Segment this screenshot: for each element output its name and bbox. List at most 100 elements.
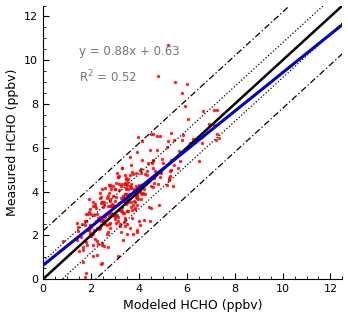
Point: [101, 219, 107, 224]
Point: [157, 174, 163, 179]
Point: [98, 200, 104, 205]
Point: [107, 204, 113, 209]
Point: [151, 132, 156, 137]
Point: [142, 191, 148, 197]
Point: [128, 204, 134, 210]
Point: [127, 225, 133, 230]
Point: [126, 193, 132, 198]
Point: [147, 148, 153, 153]
Point: [98, 194, 103, 199]
Point: [176, 149, 182, 154]
Point: [151, 175, 157, 180]
Point: [133, 189, 139, 194]
Point: [135, 229, 140, 234]
Point: [84, 218, 89, 223]
Point: [145, 160, 151, 165]
Point: [96, 227, 102, 232]
Point: [119, 166, 125, 171]
Point: [107, 226, 113, 231]
Point: [181, 133, 186, 138]
Point: [114, 170, 120, 175]
Point: [124, 179, 129, 184]
Point: [105, 244, 110, 249]
Point: [110, 212, 116, 217]
Point: [150, 158, 156, 163]
Point: [139, 190, 144, 195]
Text: R$^2$ = 0.52: R$^2$ = 0.52: [79, 68, 137, 85]
Y-axis label: Measured HCHO (ppbv): Measured HCHO (ppbv): [6, 69, 18, 216]
Point: [149, 205, 154, 210]
Point: [119, 207, 124, 212]
Point: [110, 203, 116, 208]
Point: [132, 207, 138, 212]
Point: [86, 227, 92, 232]
Point: [146, 204, 152, 210]
Point: [134, 193, 139, 198]
Point: [104, 223, 110, 228]
Point: [83, 270, 88, 275]
Point: [97, 225, 102, 231]
Point: [91, 228, 97, 233]
Point: [87, 206, 93, 211]
Point: [90, 232, 96, 237]
Point: [101, 244, 107, 249]
Point: [148, 132, 154, 137]
Point: [107, 184, 113, 189]
Point: [130, 203, 136, 208]
Point: [93, 206, 99, 211]
Point: [84, 212, 89, 217]
Point: [115, 253, 121, 259]
Point: [122, 172, 127, 177]
Point: [117, 182, 122, 187]
Point: [105, 193, 111, 198]
Point: [140, 139, 145, 144]
Point: [80, 259, 86, 264]
Point: [88, 212, 94, 217]
Point: [97, 195, 103, 200]
Point: [121, 193, 126, 198]
Point: [124, 209, 130, 214]
Point: [119, 204, 125, 210]
Point: [135, 195, 140, 200]
Point: [91, 213, 97, 218]
Point: [116, 174, 121, 179]
Point: [79, 221, 85, 226]
Point: [94, 226, 100, 231]
Point: [107, 182, 112, 187]
Point: [90, 253, 96, 259]
Point: [135, 195, 140, 200]
Point: [112, 187, 118, 192]
Point: [106, 221, 112, 226]
Point: [124, 231, 129, 236]
Point: [134, 149, 140, 155]
Point: [92, 237, 97, 242]
Point: [107, 198, 112, 204]
Point: [121, 211, 127, 216]
Point: [112, 213, 118, 218]
Point: [106, 213, 111, 218]
Point: [131, 189, 136, 194]
Point: [182, 103, 188, 108]
Point: [155, 73, 161, 78]
Text: y = 0.88x + 0.63: y = 0.88x + 0.63: [79, 45, 180, 58]
Point: [167, 173, 173, 178]
Point: [112, 214, 117, 219]
Point: [85, 228, 91, 233]
Point: [126, 196, 131, 201]
Point: [105, 230, 110, 235]
Point: [129, 216, 135, 221]
Point: [88, 234, 94, 239]
Point: [108, 203, 113, 208]
Point: [116, 201, 122, 206]
Point: [102, 200, 107, 205]
Point: [99, 261, 104, 266]
Point: [118, 183, 124, 188]
Point: [122, 181, 128, 186]
Point: [100, 217, 106, 222]
Point: [99, 242, 105, 247]
Point: [171, 137, 177, 142]
Point: [138, 188, 143, 193]
Point: [127, 191, 133, 197]
Point: [95, 212, 100, 217]
Point: [130, 231, 136, 236]
